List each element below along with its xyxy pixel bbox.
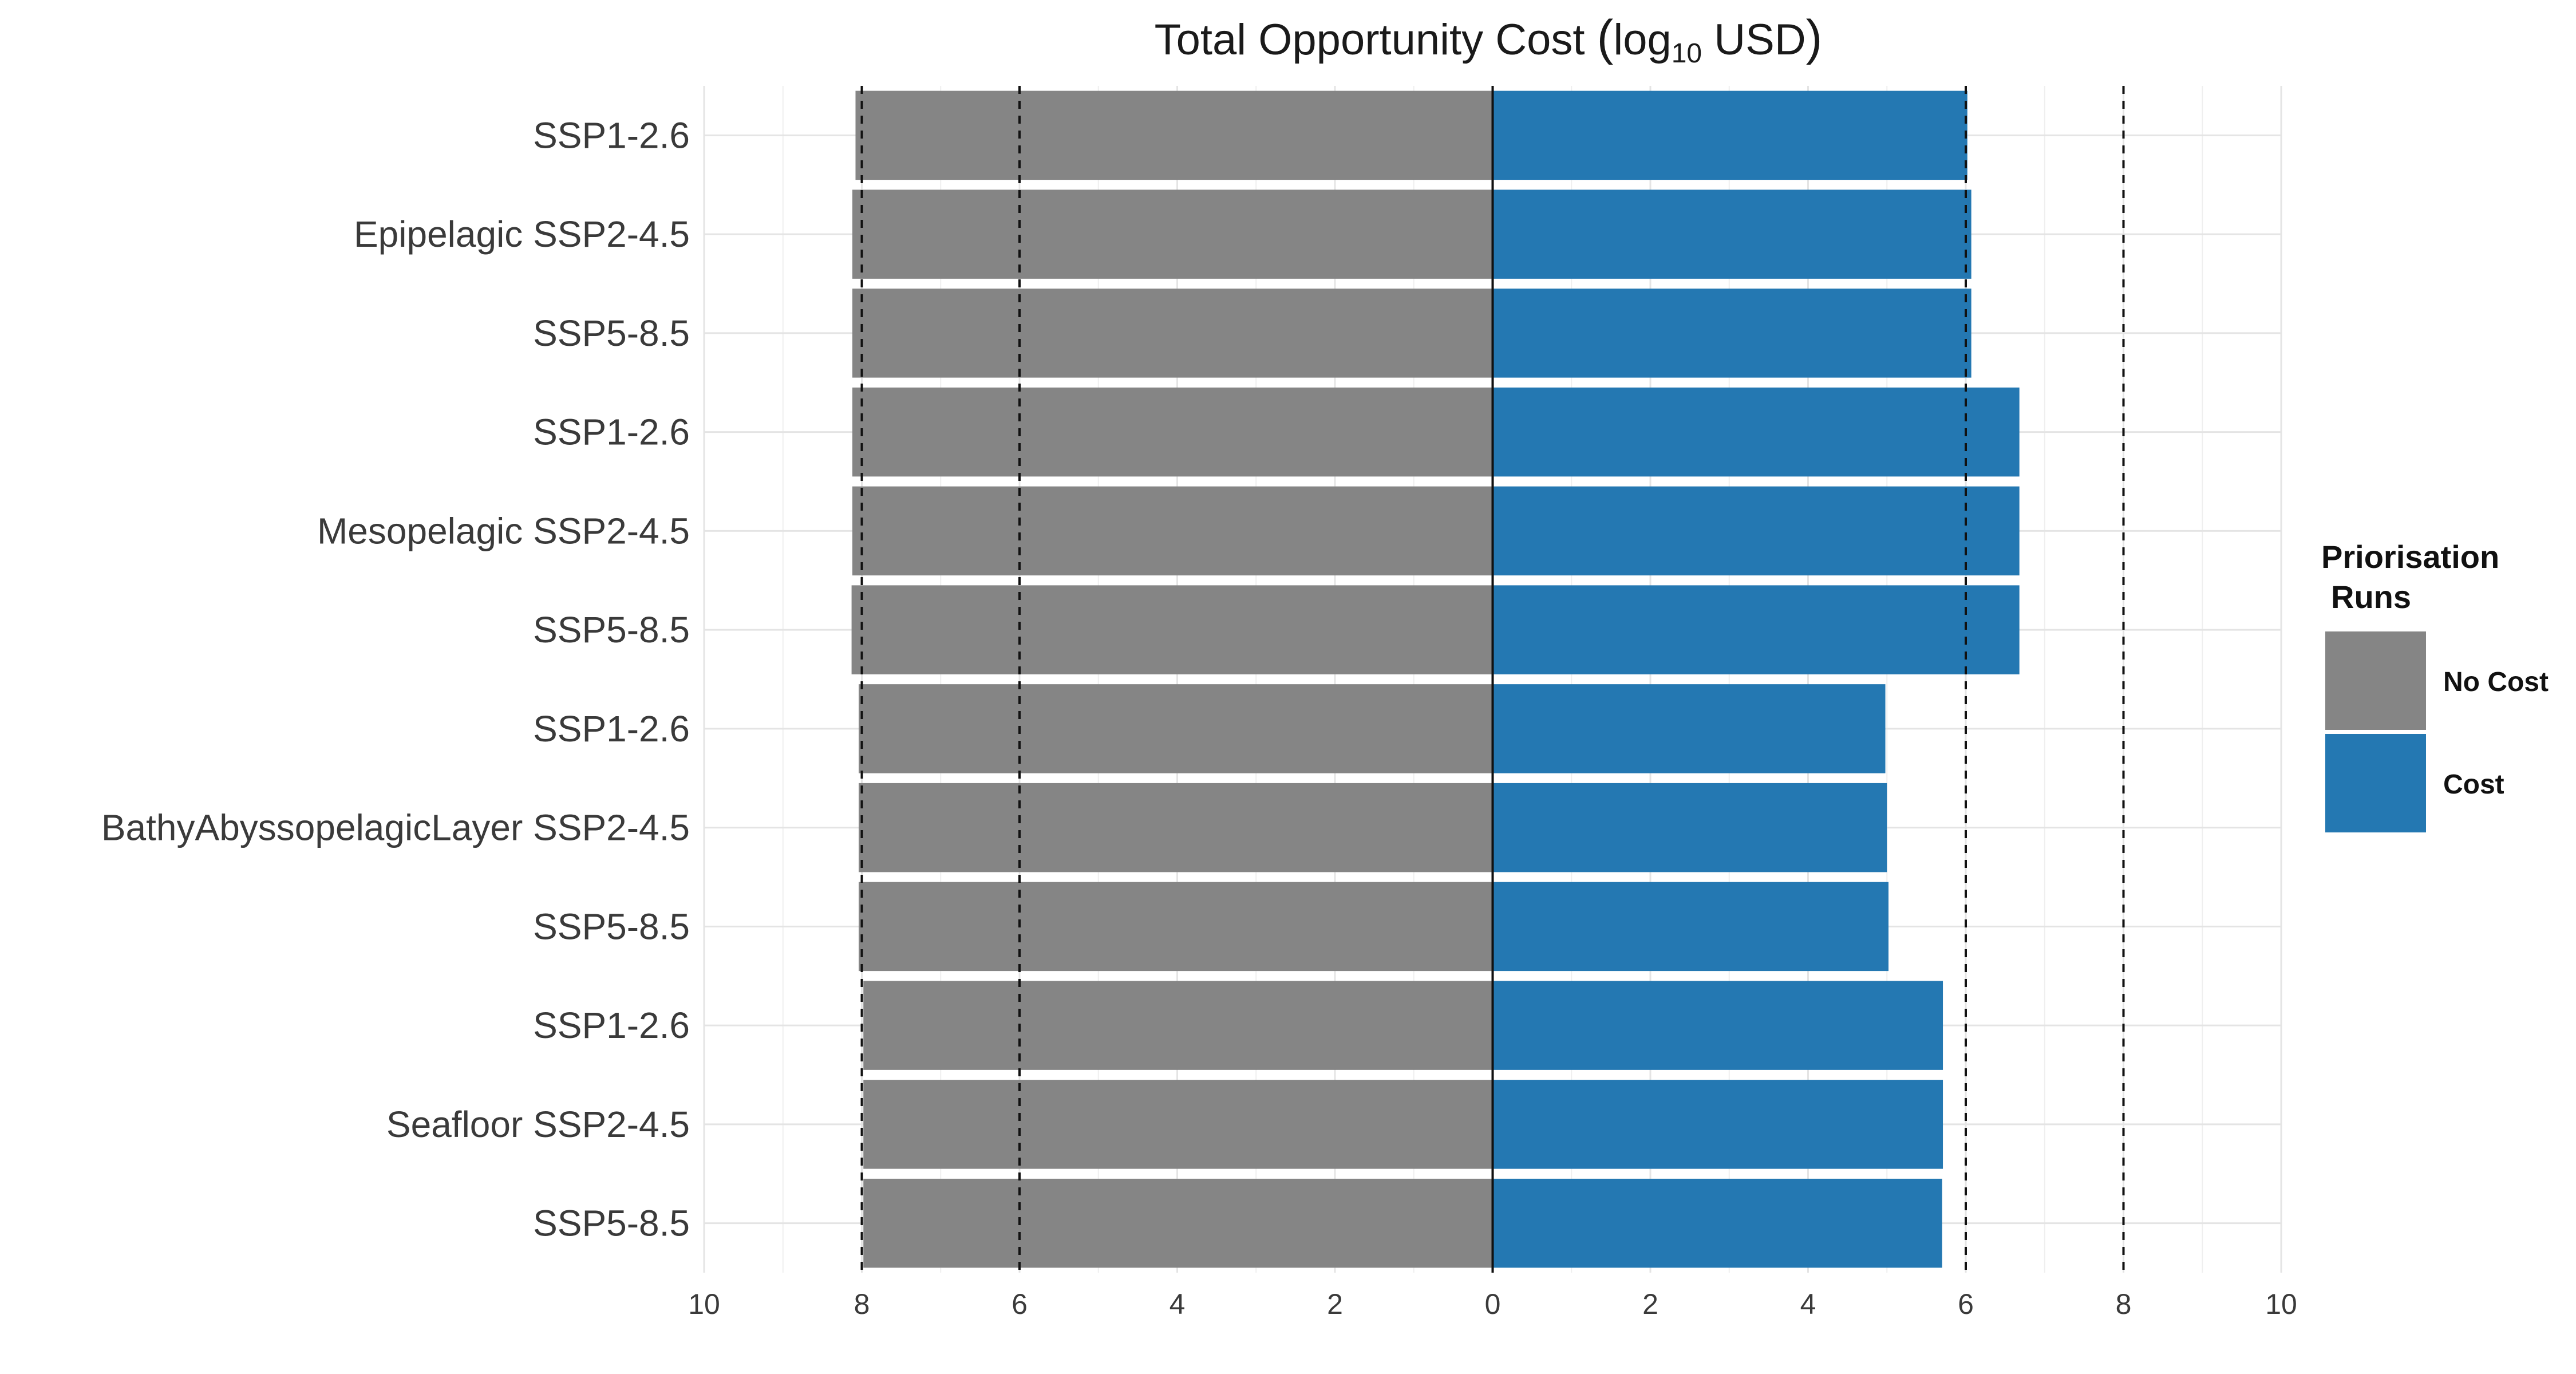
bar-no-cost-0 [855,90,1493,180]
y-axis-labels: SSP1-2.6 Epipelagic SSP2-4.5 SSP5-8.5 SSP1-… [101,114,690,1243]
y-tick-label: Epipelagic SSP2-4.5 [354,214,690,255]
y-tick-label: SSP5-8.5 [533,906,690,947]
y-tick-label: SSP1-2.6 [533,1005,690,1046]
y-tick-label: Seafloor SSP2-4.5 [386,1104,690,1145]
legend-swatch-cost [2325,734,2426,832]
bar-cost-3 [1492,387,2020,477]
bar-cost-4 [1492,486,2020,576]
x-tick-label: 10 [2265,1288,2297,1320]
bar-no-cost-2 [852,289,1493,378]
legend-title-line1: Priorisation [2321,539,2499,575]
y-tick-label: SSP5-8.5 [533,313,690,354]
bar-cost-2 [1492,289,1971,378]
x-tick-label: 2 [1642,1288,1658,1320]
x-tick-label: 8 [2116,1288,2132,1320]
x-tick-label: 4 [1800,1288,1816,1320]
y-tick-label: SSP1-2.6 [533,708,690,749]
x-axis-labels: 10 8 6 4 2 0 2 4 6 8 10 [688,1288,2297,1320]
bar-no-cost-6 [858,684,1493,773]
y-tick-label: SSP1-2.6 [533,114,690,156]
bar-cost-9 [1492,981,1943,1070]
x-tick-label: 10 [688,1288,720,1320]
bar-cost-11 [1492,1178,1942,1268]
x-tick-label: 2 [1327,1288,1343,1320]
x-tick-label: 8 [854,1288,870,1320]
legend-swatch-no-cost [2325,631,2426,730]
bars-layer [851,90,2020,1268]
bar-no-cost-5 [851,585,1493,674]
bar-no-cost-4 [852,486,1493,576]
bar-no-cost-10 [863,1080,1493,1169]
bar-no-cost-11 [863,1178,1493,1268]
y-tick-label: BathyAbyssopelagicLayer SSP2-4.5 [101,807,690,848]
legend-label-no-cost: No Cost [2443,667,2549,697]
bar-no-cost-3 [852,387,1493,477]
bar-no-cost-9 [863,981,1493,1070]
bar-cost-6 [1492,684,1886,773]
x-tick-label: 0 [1485,1288,1501,1320]
legend: Priorisation Runs No Cost Cost [2321,539,2549,832]
y-tick-label: SSP1-2.6 [533,412,690,453]
bar-no-cost-1 [852,189,1493,279]
bar-cost-10 [1492,1080,1943,1169]
x-tick-label: 4 [1170,1288,1186,1320]
y-tick-label: Mesopelagic SSP2-4.5 [317,510,690,551]
y-tick-label: SSP5-8.5 [533,609,690,650]
bar-cost-8 [1492,882,1889,972]
bar-cost-0 [1492,90,1967,180]
bar-cost-5 [1492,585,2020,674]
chart-title: Total Opportunity Cost (log10 USD) [1155,10,1823,69]
bar-cost-1 [1492,189,1971,279]
bar-no-cost-8 [858,882,1493,972]
legend-title-line2: Runs [2331,579,2411,615]
bar-cost-7 [1492,783,1887,872]
legend-label-cost: Cost [2443,769,2504,800]
x-tick-label: 6 [1012,1288,1028,1320]
bar-no-cost-7 [858,783,1493,872]
x-tick-label: 6 [1958,1288,1974,1320]
reference-lines-layer [860,86,2125,1273]
y-tick-label: SSP5-8.5 [533,1203,690,1244]
